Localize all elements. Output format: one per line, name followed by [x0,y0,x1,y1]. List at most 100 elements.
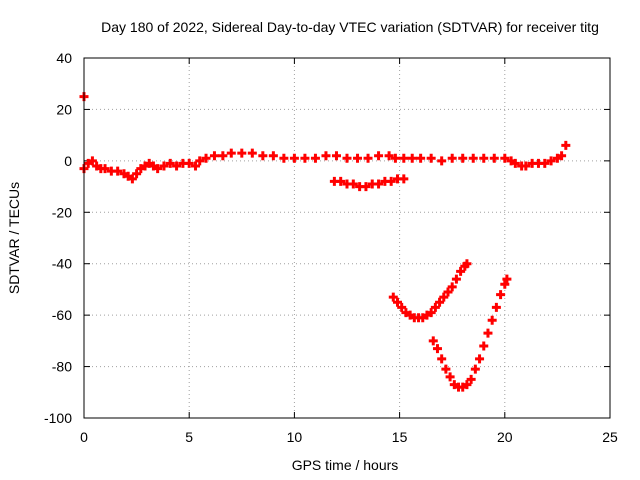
data-point [502,274,512,284]
data-point [397,302,407,312]
data-point [113,166,123,176]
x-tick-label: 25 [602,429,618,445]
data-point [428,336,438,346]
data-point [479,341,489,351]
data-point [557,151,567,161]
data-point [218,151,228,161]
data-point [361,182,371,192]
x-tick-label: 15 [392,429,408,445]
axis-ticks: 0 5 10 15 20 25 -100 -80 -60 -40 -20 0 20 40 [44,50,618,445]
chart-title: Day 180 of 2022, Sidereal Day-to-day VTE… [101,19,599,35]
data-point [100,164,110,174]
data-point [87,156,97,166]
data-point [336,176,346,186]
data-point [470,364,480,374]
data-point [441,364,451,374]
data-point [451,274,461,284]
data-point [510,158,520,168]
data-point [468,153,478,163]
data-point [439,292,449,302]
data-point [447,153,457,163]
data-point [426,308,436,318]
data-point [540,158,550,168]
data-point [491,302,501,312]
data-point [363,153,373,163]
data-points [79,92,571,392]
data-point [475,354,485,364]
data-point [466,374,476,384]
y-tick-label: 20 [56,101,72,117]
data-point [237,148,247,158]
data-point [521,161,531,171]
data-point [384,151,394,161]
data-point [184,158,194,168]
data-point [445,372,455,382]
data-point [159,161,169,171]
data-point [561,140,571,150]
data-point [462,380,472,390]
x-tick-label: 20 [497,429,513,445]
data-point [209,151,219,161]
data-point [289,153,299,163]
data-point [426,153,436,163]
series-3 [388,259,472,323]
data-point [399,153,409,163]
data-point [388,292,398,302]
series-1 [79,92,571,184]
x-tick-label: 10 [287,429,303,445]
data-point [399,174,409,184]
grid-lines [84,58,610,418]
data-point [191,161,201,171]
data-point [132,169,142,179]
data-point [416,153,426,163]
y-tick-label: -80 [52,359,72,375]
data-point [479,153,489,163]
data-point [268,151,278,161]
x-tick-label: 5 [185,429,193,445]
data-point [437,156,447,166]
data-point [172,161,182,171]
data-point [374,179,384,189]
data-point [390,153,400,163]
data-point [165,158,175,168]
data-point [374,151,384,161]
y-tick-label: 0 [64,153,72,169]
data-point [153,164,163,174]
data-point [392,297,402,307]
data-point [331,151,341,161]
data-point [483,328,493,338]
data-point [489,153,499,163]
data-point [386,176,396,186]
y-tick-label: 40 [56,50,72,66]
series-2 [329,174,409,192]
y-tick-label: -40 [52,256,72,272]
data-point [226,148,236,158]
data-point [435,297,445,307]
y-tick-label: -20 [52,204,72,220]
data-point [500,279,510,289]
data-point [462,259,472,269]
y-tick-label: -100 [44,410,72,426]
data-point [496,290,506,300]
data-point [247,148,257,158]
series-4 [428,274,512,392]
plot-frame [83,57,611,419]
data-point [443,287,453,297]
data-point [348,179,358,189]
data-point [546,156,556,166]
data-point [447,282,457,292]
data-point [201,153,211,163]
data-point [500,153,510,163]
data-point [458,153,468,163]
data-point [437,354,447,364]
data-point [279,153,289,163]
y-tick-label: -60 [52,307,72,323]
data-point [456,266,466,276]
data-point [432,344,442,354]
y-axis-title: SDTVAR / TECUs [6,182,22,294]
data-point [310,153,320,163]
data-point [300,153,310,163]
data-point [195,156,205,166]
